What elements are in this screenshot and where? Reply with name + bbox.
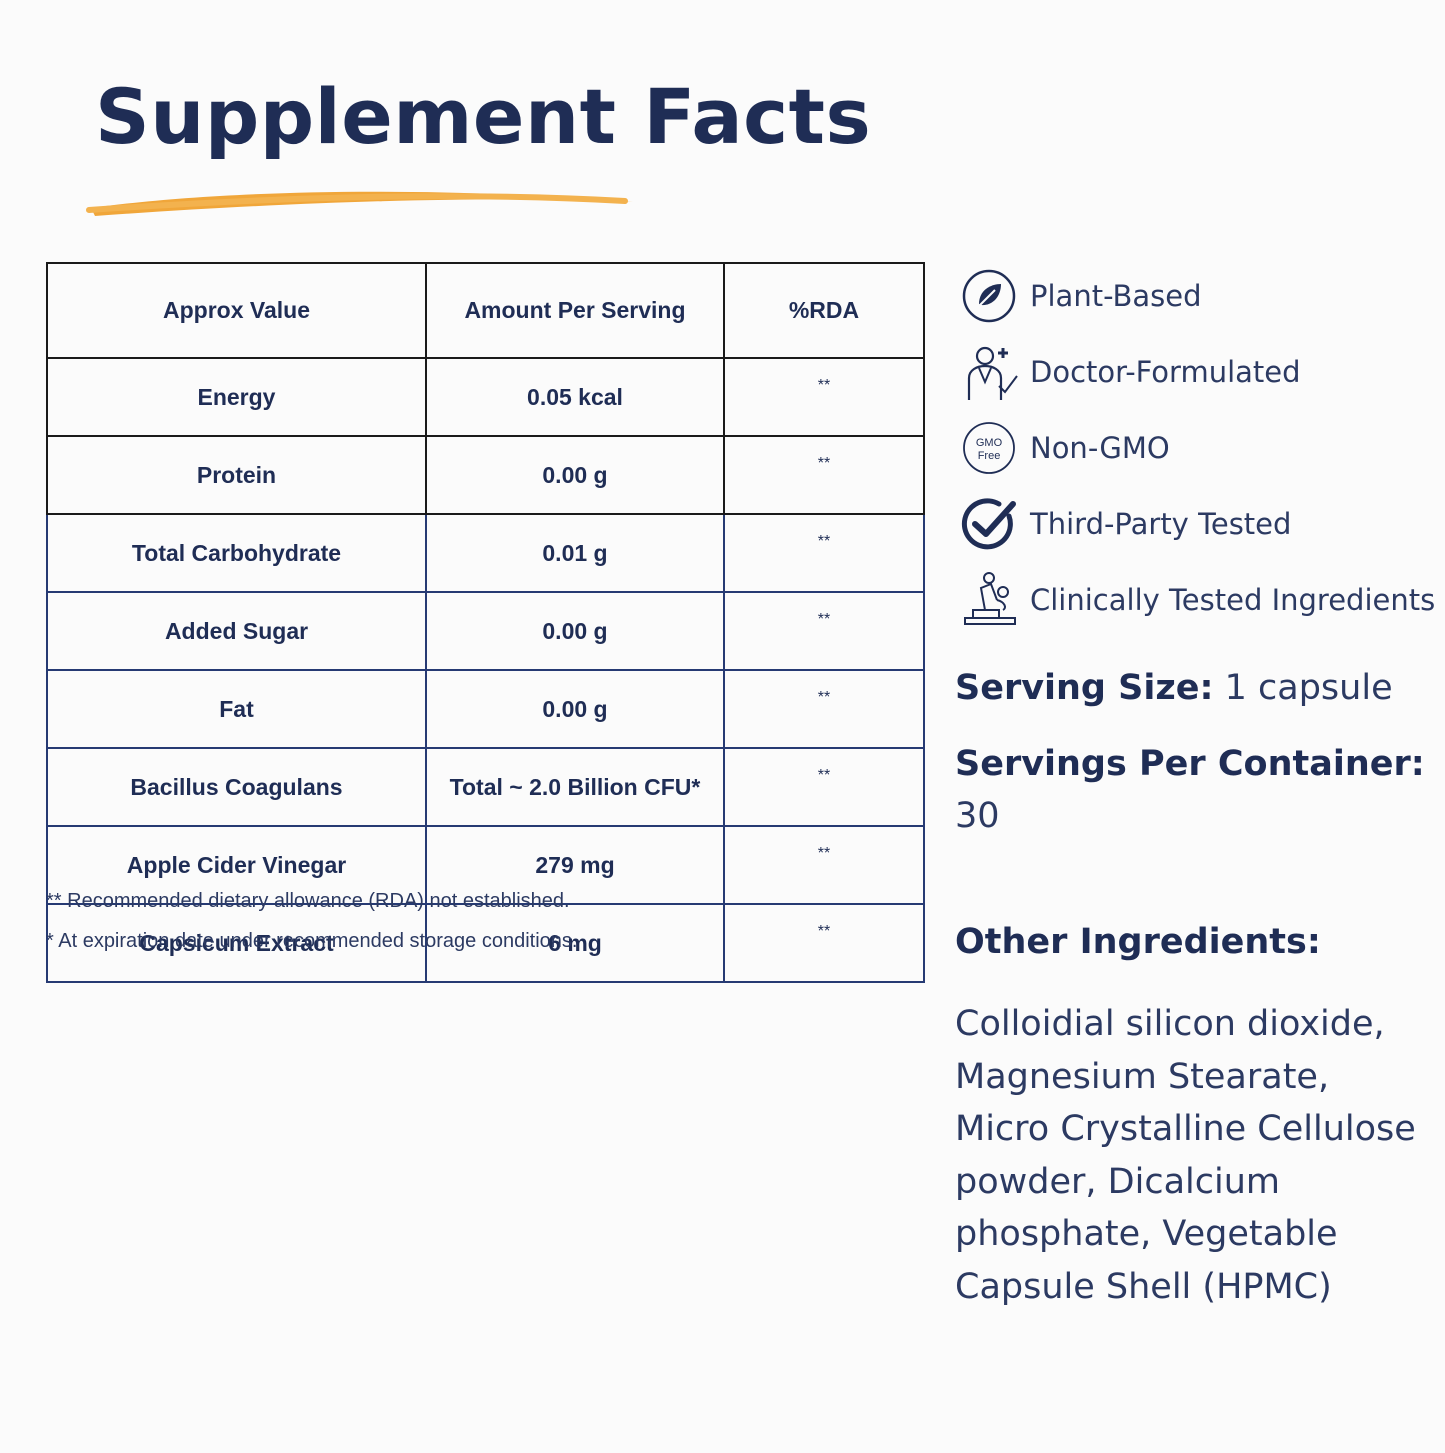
gmo-free-icon-text-1: GMO [976, 437, 1003, 449]
footnote-expiration: * At expiration date under recommended s… [46, 930, 578, 952]
ingredient-line: Colloidial silicon dioxide, [955, 1004, 1385, 1044]
badge-label: Non-GMO [1030, 431, 1170, 465]
nutrient-rda: ** [723, 513, 925, 593]
microscope-icon [958, 569, 1020, 631]
nutrient-rda: ** [723, 357, 925, 437]
serving-size-label: Serving Size: [955, 668, 1214, 708]
ingredient-line: phosphate, Vegetable [955, 1214, 1338, 1254]
nutrient-rda: ** [723, 747, 925, 827]
nutrient-rda: ** [723, 825, 925, 905]
header-amount-per-serving: Amount Per Serving [425, 262, 725, 359]
badge-label: Plant-Based [1030, 279, 1202, 313]
badge-label: Clinically Tested Ingredients [1030, 583, 1436, 617]
table-row: Capsicum Extract 6 mg ** [46, 903, 925, 983]
nutrient-amount: 0.05 kcal [425, 357, 725, 437]
other-ingredients-list: Colloidial silicon dioxide, Magnesium St… [955, 998, 1425, 1313]
nutrient-amount: 0.01 g [425, 513, 725, 593]
nutrient-amount: 0.00 g [425, 435, 725, 515]
nutrient-rda: ** [723, 591, 925, 671]
nutrient-amount: 279 mg [425, 825, 725, 905]
ingredient-line: Micro Crystalline Cellulose [955, 1109, 1416, 1149]
other-ingredients-label: Other Ingredients: [955, 922, 1321, 962]
table-row: Fat 0.00 g ** [46, 669, 925, 749]
badge-clinically-tested: Clinically Tested Ingredients [958, 562, 1438, 638]
badge-third-party-tested: Third-Party Tested [958, 486, 1438, 562]
doctor-icon [958, 341, 1020, 403]
nutrient-amount: 0.00 g [425, 669, 725, 749]
nutrient-name: Total Carbohydrate [46, 513, 427, 593]
nutrient-amount: 0.00 g [425, 591, 725, 671]
feature-badges: Plant-Based Doctor-Formulated GMO Free N… [958, 258, 1438, 638]
serving-size: Serving Size: 1 capsule [955, 668, 1393, 708]
nutrient-name: Fat [46, 669, 427, 749]
nutrient-name: Protein [46, 435, 427, 515]
table-row: Apple Cider Vinegar 279 mg ** [46, 825, 925, 905]
ingredient-line: Magnesium Stearate, [955, 1056, 1330, 1097]
servings-per-container-value: 30 [955, 796, 1000, 836]
header-approx-value: Approx Value [46, 262, 427, 359]
gmo-free-icon: GMO Free [958, 417, 1020, 479]
brush-underline [86, 191, 633, 216]
badge-doctor-formulated: Doctor-Formulated [958, 334, 1438, 410]
leaf-check-icon [958, 265, 1020, 327]
nutrient-rda: ** [723, 435, 925, 515]
badge-plant-based: Plant-Based [958, 258, 1438, 334]
header-rda: %RDA [723, 262, 925, 359]
serving-size-value: 1 capsule [1224, 668, 1393, 708]
nutrient-amount: 6 mg [425, 903, 725, 983]
nutrient-name: Energy [46, 357, 427, 437]
table-row: Added Sugar 0.00 g ** [46, 591, 925, 671]
nutrient-name: Added Sugar [46, 591, 427, 671]
ingredient-line: Capsule Shell (HPMC) [955, 1266, 1332, 1307]
nutrient-name: Capsicum Extract [46, 903, 427, 983]
nutrient-amount: Total ~ 2.0 Billion CFU* [425, 747, 725, 827]
badge-label: Third-Party Tested [1030, 507, 1292, 541]
table-row: Energy 0.05 kcal ** [46, 357, 925, 437]
ingredient-line: powder, Dicalcium [955, 1161, 1280, 1202]
table-row: Total Carbohydrate 0.01 g ** [46, 513, 925, 593]
gmo-free-icon-text-2: Free [978, 450, 1001, 462]
nutrient-name: Bacillus Coagulans [46, 747, 427, 827]
footnote-rda: ** Recommended dietary allowance (RDA) n… [46, 890, 570, 912]
servings-per-container-label: Servings Per Container: [955, 744, 1425, 784]
table-header-row: Approx Value Amount Per Serving %RDA [46, 262, 925, 359]
badge-non-gmo: GMO Free Non-GMO [958, 410, 1438, 486]
badge-label: Doctor-Formulated [1030, 355, 1301, 389]
nutrient-name: Apple Cider Vinegar [46, 825, 427, 905]
nutrient-rda: ** [723, 669, 925, 749]
page-title: Supplement Facts [95, 72, 872, 161]
table-row: Protein 0.00 g ** [46, 435, 925, 515]
nutrient-rda: ** [723, 903, 925, 983]
check-circle-icon [958, 493, 1020, 555]
table-row: Bacillus Coagulans Total ~ 2.0 Billion C… [46, 747, 925, 827]
supplement-facts-table: Approx Value Amount Per Serving %RDA Ene… [46, 262, 925, 983]
